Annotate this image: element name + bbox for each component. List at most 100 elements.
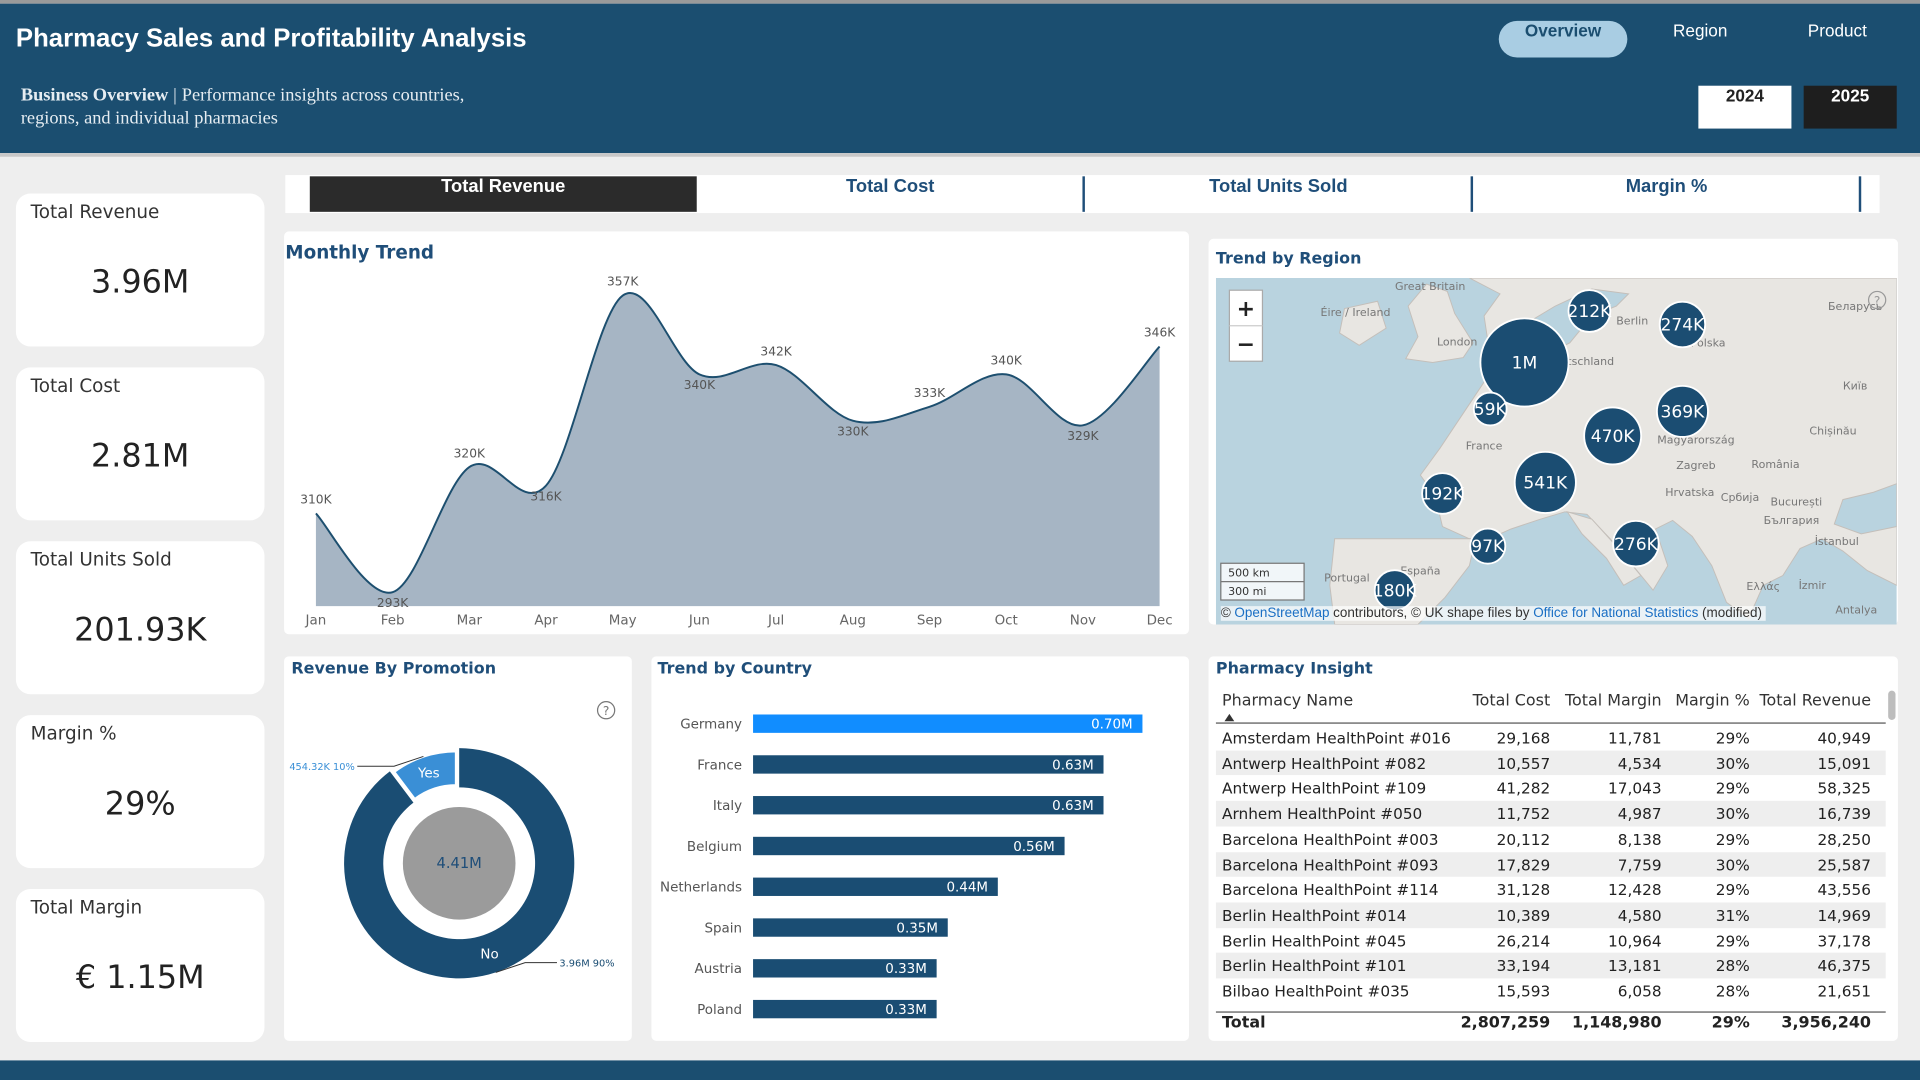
center-label: 4.41M <box>436 855 481 872</box>
data-label: 0.56M <box>1013 840 1055 855</box>
bubble-label: 276K <box>1614 535 1659 555</box>
x-tick-label: Jul <box>767 613 784 628</box>
table-cell: 41,282 <box>1496 779 1551 798</box>
table-cell: 46,375 <box>1817 956 1872 976</box>
table-cell: Bilbao HealthPoint #035 <box>1222 982 1410 1001</box>
kpi-label: Total Margin <box>30 896 143 919</box>
place-name: Србија <box>1721 491 1759 504</box>
table-cell: 7,759 <box>1617 855 1662 874</box>
chart-title: Trend by Region <box>1215 249 1362 269</box>
place-name: București <box>1770 496 1822 509</box>
x-tick-label: Aug <box>840 613 866 628</box>
table-cell: 31% <box>1715 905 1750 925</box>
table-cell: 4,534 <box>1617 753 1662 773</box>
place-name: Hrvatska <box>1665 486 1714 499</box>
attribution-text: contributors, © UK shape files by <box>1333 606 1530 621</box>
data-label: 0.63M <box>1052 758 1094 773</box>
table-cell: 29% <box>1715 829 1750 849</box>
sort-arrow <box>1224 713 1235 722</box>
donut-slice <box>344 748 575 979</box>
place-name: Portugal <box>1324 572 1370 585</box>
kpi-label: Total Units Sold <box>30 548 172 571</box>
zoom-out[interactable]: − <box>1237 332 1255 357</box>
value-label: 3.96M 90% <box>559 958 614 969</box>
table-cell: 10,964 <box>1608 931 1662 950</box>
table-cell: 8,138 <box>1617 829 1662 849</box>
sea-area <box>1833 483 1897 535</box>
x-tick-label: Oct <box>995 613 1018 628</box>
nav-button[interactable]: Product <box>1807 20 1867 41</box>
subtitle-lead: Business Overview <box>20 85 169 106</box>
data-label: 316K <box>530 489 562 503</box>
x-tick-label: Dec <box>1147 613 1173 628</box>
y-tick-label: Netherlands <box>660 881 742 896</box>
place-name: İzmir <box>1799 579 1827 592</box>
kpi-label: Total Cost <box>30 374 121 397</box>
table-cell: 11,781 <box>1608 728 1662 747</box>
attribution-link[interactable]: Office for National Statistics <box>1533 606 1699 621</box>
column-header: Total Margin <box>1565 691 1662 711</box>
bubble-label: 59K <box>1474 400 1508 420</box>
data-label: 0.33M <box>885 1003 927 1018</box>
x-tick-label: Nov <box>1070 613 1096 628</box>
bar <box>753 714 1143 733</box>
kpi-value: 2.81M <box>91 438 190 476</box>
place-name: Antalya <box>1835 603 1877 616</box>
kpi-card <box>15 367 265 521</box>
nav-button[interactable]: Region <box>1673 20 1728 41</box>
attribution-text: © <box>1220 606 1231 621</box>
footer-band <box>0 1060 1920 1080</box>
bubble <box>1479 317 1570 408</box>
table-cell: Amsterdam HealthPoint #016 <box>1222 728 1451 747</box>
data-label: 293K <box>377 596 409 610</box>
y-tick-label: Italy <box>713 799 742 814</box>
table-cell: 16,739 <box>1817 804 1872 823</box>
column-header: Margin % <box>1675 691 1750 711</box>
land <box>1404 283 1474 363</box>
table-cell: 26,214 <box>1496 931 1551 950</box>
table-cell: 4,987 <box>1617 804 1662 823</box>
year-button[interactable]: 2024 <box>1698 85 1792 129</box>
donut-slice <box>392 749 458 801</box>
metric-tab[interactable]: Total Cost <box>698 176 1085 212</box>
bubble <box>1421 472 1464 515</box>
total-cell: 29% <box>1711 1013 1750 1033</box>
bar <box>753 877 998 896</box>
table-cell: 30% <box>1715 753 1750 773</box>
bar <box>753 755 1104 774</box>
table-cell: Barcelona HealthPoint #093 <box>1222 855 1439 874</box>
y-tick-label: Germany <box>680 718 742 733</box>
leader-line <box>495 962 557 973</box>
y-tick-label: Austria <box>695 962 743 977</box>
x-tick-label: Feb <box>381 613 405 628</box>
kpi-value: 201.93K <box>74 612 207 649</box>
page-title: Pharmacy Sales and Profitability Analysi… <box>15 24 527 53</box>
scale-label: 300 mi <box>1228 585 1266 598</box>
scrollbar <box>1888 690 1896 720</box>
table-cell: 25,587 <box>1817 855 1872 874</box>
table-cell: 29% <box>1715 779 1750 798</box>
row-stripe <box>1215 750 1886 776</box>
bubble-label: 97K <box>1471 537 1505 557</box>
x-tick-label: Apr <box>534 613 558 628</box>
table-cell: 6,058 <box>1617 982 1662 1001</box>
zoom-in[interactable]: + <box>1237 297 1255 322</box>
metric-tab[interactable]: Margin % <box>1474 176 1862 212</box>
top-strip <box>0 0 1920 4</box>
header-shadow <box>0 153 1920 157</box>
total-rule <box>1215 1011 1886 1013</box>
data-label: 340K <box>991 354 1023 368</box>
table-cell: 13,181 <box>1608 956 1662 976</box>
year-button[interactable]: 2025 <box>1803 85 1897 129</box>
table-cell: 4,580 <box>1617 905 1662 925</box>
bubble <box>1472 391 1508 427</box>
metric-tab[interactable]: Total Revenue <box>309 176 697 212</box>
table-cell: 29% <box>1715 931 1750 950</box>
nav-button[interactable]: Overview <box>1498 20 1628 58</box>
slice-label: No <box>480 948 498 963</box>
attribution-link[interactable]: OpenStreetMap <box>1234 606 1330 621</box>
bubble-label: 192K <box>1420 485 1465 505</box>
y-tick-label: Belgium <box>687 840 742 855</box>
metric-tab[interactable]: Total Units Sold <box>1086 176 1474 212</box>
